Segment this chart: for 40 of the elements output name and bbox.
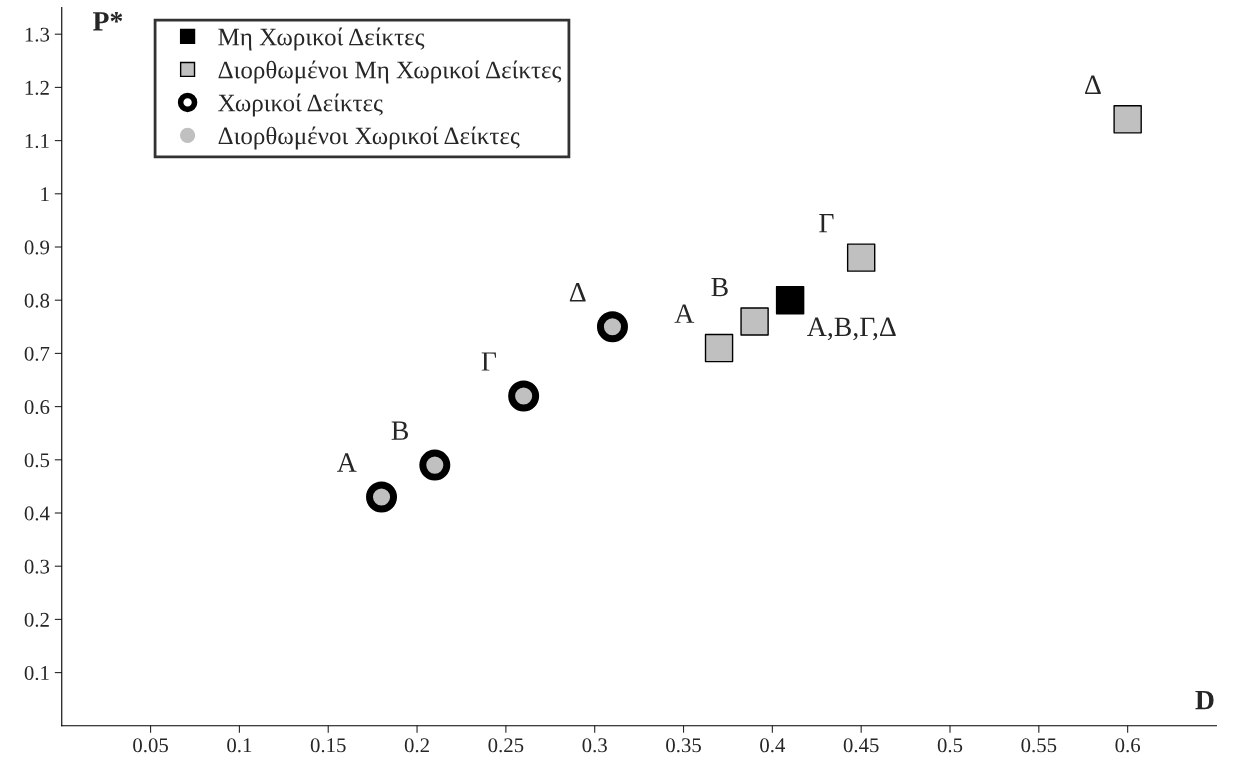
y-tick-label: 0.6: [24, 399, 50, 415]
annotation: Γ: [481, 352, 497, 371]
legend-label: Μη Χωρικοί Δείκτες: [218, 27, 425, 51]
x-tick-label: 0.3: [582, 738, 607, 753]
legend-label: Διορθωμένοι Χωρικοί Δείκτες: [218, 126, 520, 150]
x-axis-title: D: [1195, 690, 1214, 710]
y-tick-label: 1.1: [25, 134, 49, 149]
y-tick-label: 0.9: [24, 240, 50, 255]
x-tick-label: 0.25: [488, 738, 524, 753]
x-tick-label: 0.55: [1021, 738, 1057, 753]
annotation: Β: [711, 277, 728, 297]
annotation: Β: [391, 421, 408, 440]
x-tick-label: 0.1: [227, 738, 252, 753]
y-tick-label: 0.8: [24, 293, 50, 308]
x-tick-label: 0.15: [310, 738, 346, 753]
annotation: Α,Β,Γ,Δ: [807, 317, 896, 341]
y-tick-label: 1.3: [25, 27, 50, 42]
legend-label: Χωρικοί Δείκτες: [218, 93, 383, 117]
y-tick-label: 1: [41, 187, 49, 202]
annotation: Α: [674, 304, 695, 323]
x-tick-label: 0.05: [133, 738, 168, 753]
annotation: Γ: [819, 214, 834, 233]
x-tick-label: 0.5: [937, 738, 963, 753]
annotation: Α: [337, 453, 357, 472]
annotation: Δ: [569, 283, 586, 302]
y-tick-label: 0.2: [24, 612, 49, 627]
x-tick-label: 0.2: [404, 738, 429, 753]
annotation: Δ: [1085, 75, 1101, 94]
y-tick-label: 0.1: [24, 665, 49, 681]
legend-label: Διορθωμένοι Μη Χωρικοί Δείκτες: [218, 60, 562, 84]
y-tick-label: 1.2: [25, 80, 49, 95]
x-tick-label: 0.6: [1115, 738, 1141, 753]
x-tick-label: 0.45: [843, 738, 879, 753]
x-tick-label: 0.4: [760, 738, 786, 753]
y-tick-label: 0.3: [24, 559, 50, 574]
x-tick-label: 0.35: [666, 738, 701, 753]
y-axis-title: P*: [92, 12, 123, 31]
y-tick-label: 0.5: [24, 453, 50, 468]
y-tick-label: 0.4: [24, 506, 50, 521]
y-tick-label: 0.7: [24, 346, 50, 361]
